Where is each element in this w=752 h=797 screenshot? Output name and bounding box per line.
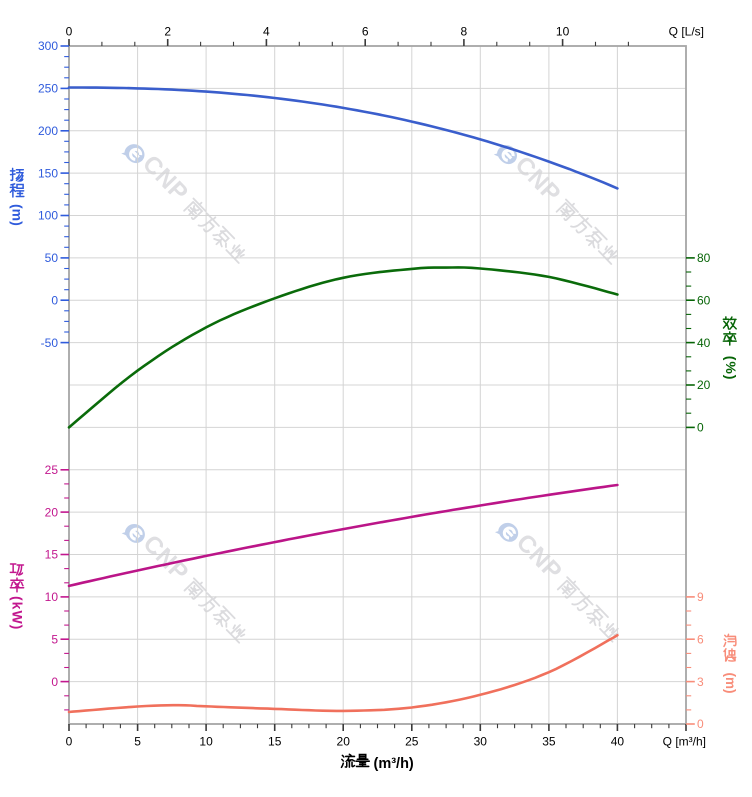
svg-text:35: 35 xyxy=(542,735,556,749)
svg-text:5: 5 xyxy=(51,633,58,647)
svg-text:4: 4 xyxy=(263,24,270,38)
svg-text:(%): (%) xyxy=(723,356,739,381)
svg-text:0: 0 xyxy=(697,717,704,731)
svg-text:(m³/h): (m³/h) xyxy=(374,756,414,772)
svg-text:5: 5 xyxy=(134,735,141,749)
svg-text:0: 0 xyxy=(697,421,704,435)
svg-text:15: 15 xyxy=(268,735,282,749)
svg-text:15: 15 xyxy=(45,548,59,562)
svg-text:6: 6 xyxy=(697,633,704,647)
svg-text:(m): (m) xyxy=(10,204,26,226)
svg-text:9: 9 xyxy=(697,590,704,604)
svg-text:0: 0 xyxy=(51,675,58,689)
svg-text:2: 2 xyxy=(164,24,171,38)
svg-text:100: 100 xyxy=(38,209,58,223)
svg-text:20: 20 xyxy=(697,378,711,392)
svg-text:30: 30 xyxy=(474,735,488,749)
svg-text:25: 25 xyxy=(45,463,59,477)
svg-text:3: 3 xyxy=(697,675,704,689)
svg-text:80: 80 xyxy=(697,251,711,265)
svg-text:Q [L/s]: Q [L/s] xyxy=(669,24,704,38)
svg-text:300: 300 xyxy=(38,39,58,53)
svg-text:25: 25 xyxy=(405,735,419,749)
svg-text:20: 20 xyxy=(45,505,59,519)
svg-text:20: 20 xyxy=(337,735,351,749)
svg-text:250: 250 xyxy=(38,82,58,96)
svg-text:(m): (m) xyxy=(723,673,738,694)
svg-text:0: 0 xyxy=(66,24,73,38)
svg-text:Q [m³/h]: Q [m³/h] xyxy=(663,735,706,749)
svg-text:40: 40 xyxy=(611,735,625,749)
svg-text:40: 40 xyxy=(697,336,711,350)
svg-text:6: 6 xyxy=(362,24,369,38)
svg-text:(kW): (kW) xyxy=(10,596,26,630)
svg-text:10: 10 xyxy=(45,590,59,604)
svg-text:0: 0 xyxy=(51,293,58,307)
svg-text:50: 50 xyxy=(45,251,59,265)
svg-text:60: 60 xyxy=(697,293,711,307)
svg-text:0: 0 xyxy=(66,735,73,749)
svg-text:8: 8 xyxy=(461,24,468,38)
svg-text:200: 200 xyxy=(38,124,58,138)
svg-text:-50: -50 xyxy=(41,336,59,350)
svg-text:150: 150 xyxy=(38,166,58,180)
svg-text:10: 10 xyxy=(199,735,213,749)
svg-text:10: 10 xyxy=(556,24,570,38)
